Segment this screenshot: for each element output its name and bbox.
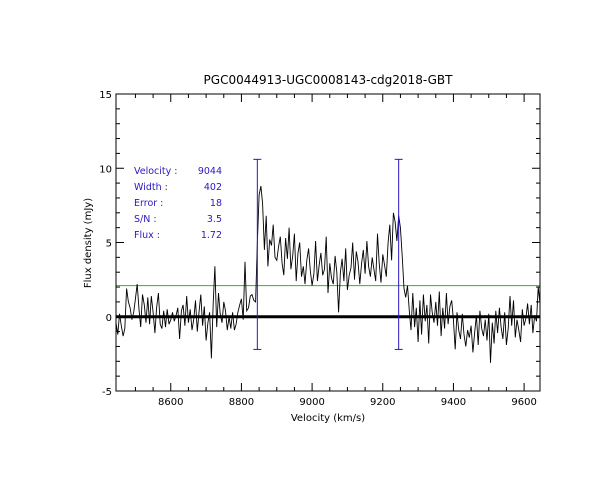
axes: 8600 8800 9000 9200 9400 9600 -5 0 5 10 15: [99, 90, 541, 408]
annotation-label: Velocity :: [134, 166, 178, 177]
annotation-value: 402: [204, 182, 222, 193]
x-tick-label: 9400: [441, 397, 466, 408]
x-tick-label: 9000: [299, 397, 324, 408]
annotation-value: 18: [210, 198, 222, 209]
annotation-value: 3.5: [207, 214, 222, 225]
annotation-label: S/N :: [134, 214, 157, 225]
spectrum-line: [116, 186, 540, 363]
annotation-box: Velocity : 9044 Width : 402 Error : 18 S/N : 3.…: [134, 166, 222, 241]
plot-area: [116, 158, 540, 363]
chart-title: PGC0044913-UGC0008143-cdg2018-GBT: [204, 73, 454, 87]
x-tick-label: 8600: [158, 397, 183, 408]
y-tick-label: 5: [106, 239, 112, 250]
y-tick-label: 15: [99, 90, 112, 101]
y-tick-label: 10: [99, 164, 112, 175]
annotation-value: 1.72: [201, 230, 222, 241]
y-axis-label: Flux density (mJy): [83, 198, 94, 288]
y-tick-label: -5: [102, 387, 112, 398]
x-tick-label: 9600: [511, 397, 536, 408]
plot-content: [116, 186, 540, 363]
annotation-label: Width :: [134, 182, 168, 193]
x-tick-label: 9200: [370, 397, 395, 408]
x-tick-label: 8800: [229, 397, 254, 408]
annotation-label: Flux :: [134, 230, 160, 241]
annotation-label: Error :: [134, 198, 163, 209]
plot-frame: [115, 93, 541, 392]
x-axis-label: Velocity (km/s): [291, 413, 365, 424]
annotation-value: 9044: [198, 166, 222, 177]
y-tick-label: 0: [106, 313, 112, 324]
